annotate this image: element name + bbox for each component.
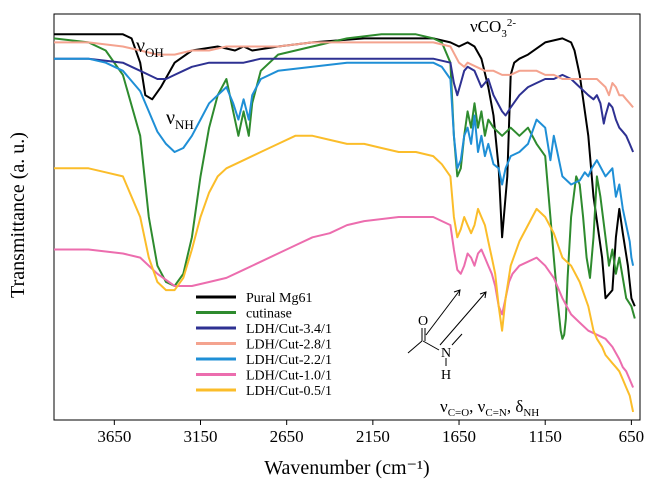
legend-label-4: LDH/Cut-2.2/1	[246, 353, 332, 368]
series-line-1	[53, 33, 636, 340]
x-tick-label-0: 3650	[97, 427, 131, 446]
amide-nitrogen: N	[441, 346, 451, 361]
series-line-3	[54, 41, 634, 109]
legend-label-0: Pural Mg61	[246, 291, 313, 306]
annotation-arrows	[425, 289, 487, 346]
arrow-c-n	[439, 291, 487, 346]
legend-label-3: LDH/Cut-2.8/1	[246, 338, 332, 353]
x-axis-ticks: 3650 3150 2650 2150 1650 1150 650	[97, 420, 644, 446]
annotation-amide-bands: νC=O, νC=N, δNH	[440, 397, 539, 419]
legend-label-1: cutinase	[246, 307, 292, 322]
series-line-0	[54, 33, 636, 307]
amide-oxygen: O	[418, 314, 428, 329]
plot-frame	[53, 13, 641, 421]
legend-label-6: LDH/Cut-0.5/1	[246, 384, 332, 399]
amide-structure: O N H	[407, 314, 463, 383]
series-line-4	[54, 57, 635, 266]
arrowhead-c-o	[453, 289, 461, 297]
legend-label-5: LDH/Cut-1.0/1	[246, 369, 332, 384]
x-tick-label-2: 2650	[270, 427, 304, 446]
legend-label-2: LDH/Cut-3.4/1	[246, 322, 332, 337]
x-tick-label-6: 650	[619, 427, 645, 446]
series-layer	[53, 33, 636, 413]
y-axis-label: Transmittance (a. u.)	[7, 132, 29, 298]
annotation-nu-nh: νNH	[166, 107, 194, 132]
x-tick-label-4: 1650	[442, 427, 476, 446]
annotation-nu-co3: νCO32-	[470, 17, 516, 40]
x-tick-label-5: 1150	[529, 427, 562, 446]
x-tick-label-1: 3150	[184, 427, 218, 446]
series-line-6	[54, 134, 635, 413]
arrow-c-o	[425, 289, 461, 336]
legend: Pural Mg61cutinaseLDH/Cut-3.4/1LDH/Cut-2…	[196, 291, 332, 399]
amide-hydrogen: H	[441, 368, 451, 383]
annotation-nu-oh: νOH	[136, 35, 164, 60]
arrowhead-c-n	[479, 291, 487, 299]
series-line-5	[54, 216, 635, 388]
x-tick-label-3: 2150	[356, 427, 390, 446]
series-line-2	[54, 57, 635, 153]
x-axis-label: Wavenumber (cm⁻¹)	[264, 457, 429, 479]
